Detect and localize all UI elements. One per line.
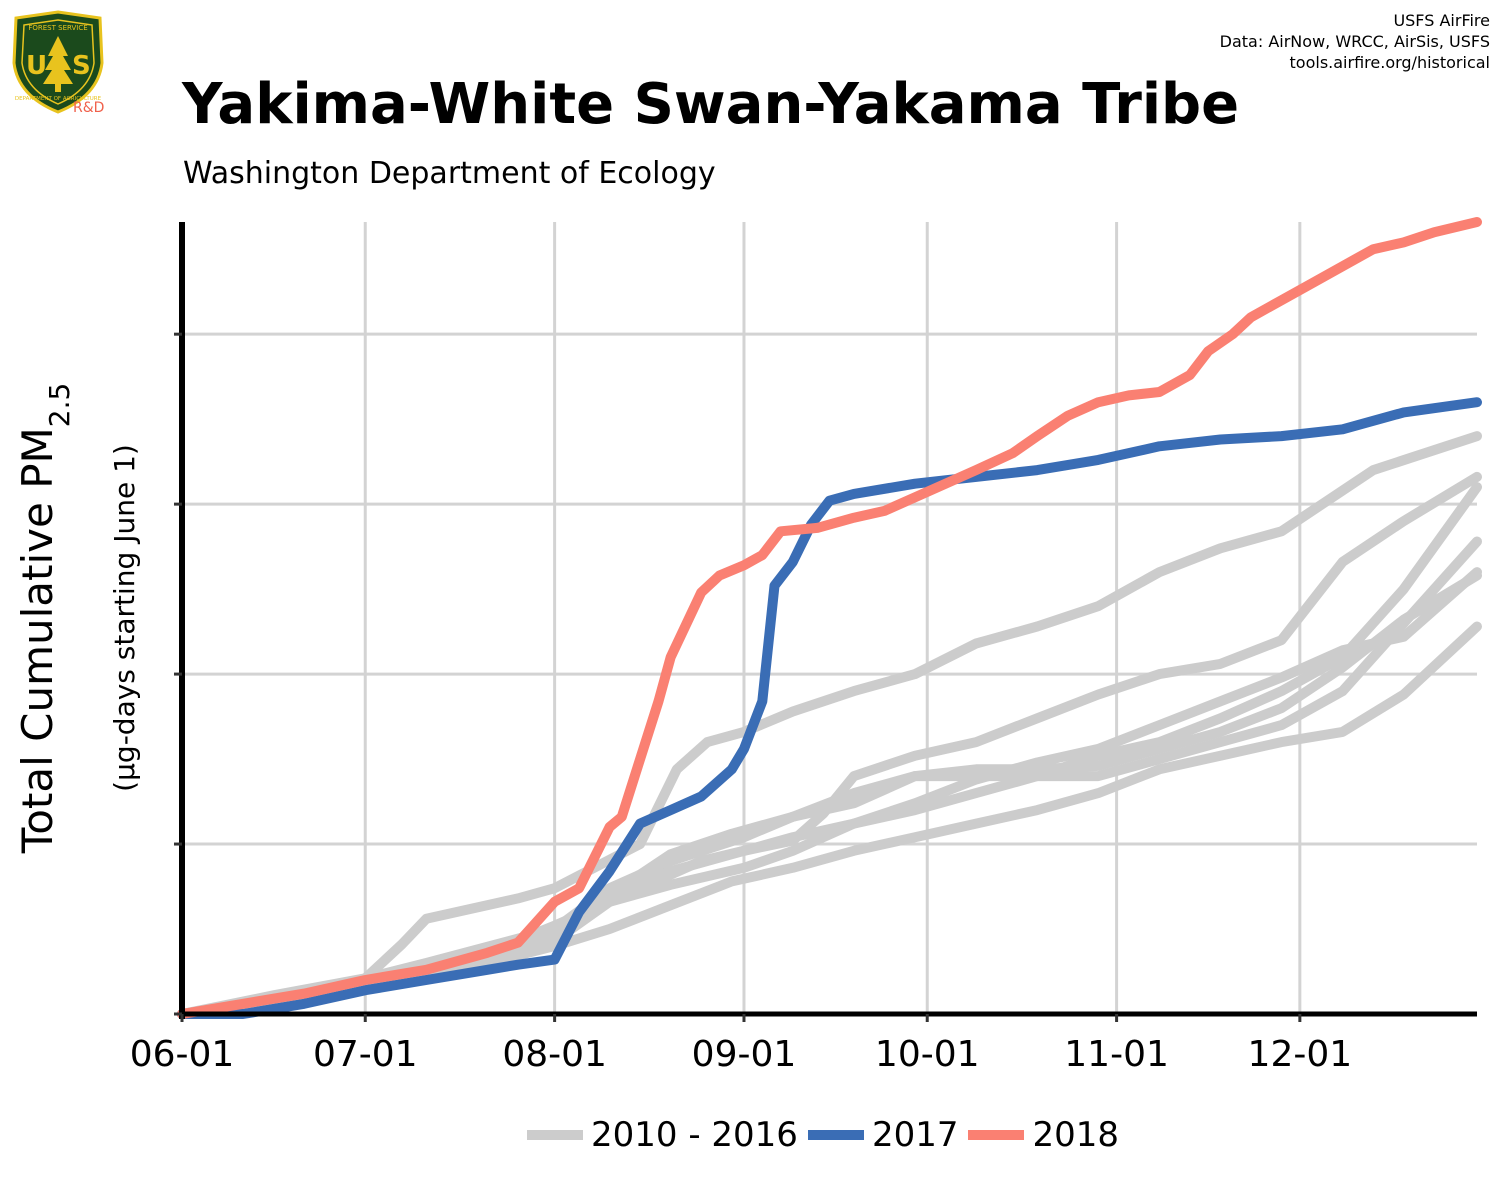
y-axis-label: Total Cumulative PM2.5 xyxy=(13,383,76,855)
chart-subtitle: Washington Department of Ecology xyxy=(183,156,716,191)
x-tick-label: 08-01 xyxy=(502,1034,607,1075)
credit-line: USFS AirFire xyxy=(1393,11,1490,30)
chart-title: Yakima-White Swan-Yakama Tribe xyxy=(182,72,1240,137)
logo-top-text: FOREST SERVICE xyxy=(28,24,87,32)
logo-bottom-text: DEPARTMENT OF AGRICULTURE xyxy=(15,96,102,102)
legend-item: 2010 - 2016 xyxy=(527,1115,798,1155)
series-line-2010-2016 xyxy=(177,536,1482,1019)
legend-swatch xyxy=(807,1130,864,1140)
credit-line: tools.airfire.org/historical xyxy=(1289,53,1490,72)
x-tick-label: 12-01 xyxy=(1248,1034,1353,1075)
legend-swatch xyxy=(527,1130,583,1140)
series-line-2010-2016 xyxy=(177,431,1482,1019)
legend-item: 2017 xyxy=(807,1115,959,1155)
chart-legend: 2010 - 2016 2017 2018 xyxy=(0,1110,1500,1160)
usfs-shield-icon: FOREST SERVICE U S DEPARTMENT OF AGRICUL… xyxy=(12,10,104,114)
y-axis-sublabel: (µg-days starting June 1) xyxy=(108,444,141,792)
usfs-logo: FOREST SERVICE U S DEPARTMENT OF AGRICUL… xyxy=(8,8,108,118)
series-line-2018 xyxy=(177,217,1482,1019)
legend-swatch xyxy=(968,1130,1025,1140)
legend-label: 2017 xyxy=(871,1115,959,1155)
legend-label: 2018 xyxy=(1032,1115,1120,1155)
svg-text:S: S xyxy=(72,51,91,81)
x-tick-label: 07-01 xyxy=(313,1034,418,1075)
credit-line: Data: AirNow, WRCC, AirSis, USFS xyxy=(1219,32,1490,51)
credits-block: USFS AirFire Data: AirNow, WRCC, AirSis,… xyxy=(1220,10,1490,73)
series-line-2010-2016 xyxy=(177,570,1482,1019)
x-tick-label: 11-01 xyxy=(1064,1034,1169,1075)
x-tick-label: 09-01 xyxy=(692,1034,797,1075)
series-line-2010-2016 xyxy=(177,482,1482,1019)
svg-text:U: U xyxy=(26,51,47,81)
legend-item: 2018 xyxy=(968,1115,1119,1155)
x-tick-label: 06-01 xyxy=(130,1034,235,1075)
legend-label: 2010 - 2016 xyxy=(591,1115,798,1155)
logo-rd-tag: R&D xyxy=(73,100,105,116)
series-line-2017 xyxy=(177,397,1482,1019)
series-line-2010-2016 xyxy=(177,621,1482,1019)
x-tick-label: 10-01 xyxy=(875,1034,980,1075)
